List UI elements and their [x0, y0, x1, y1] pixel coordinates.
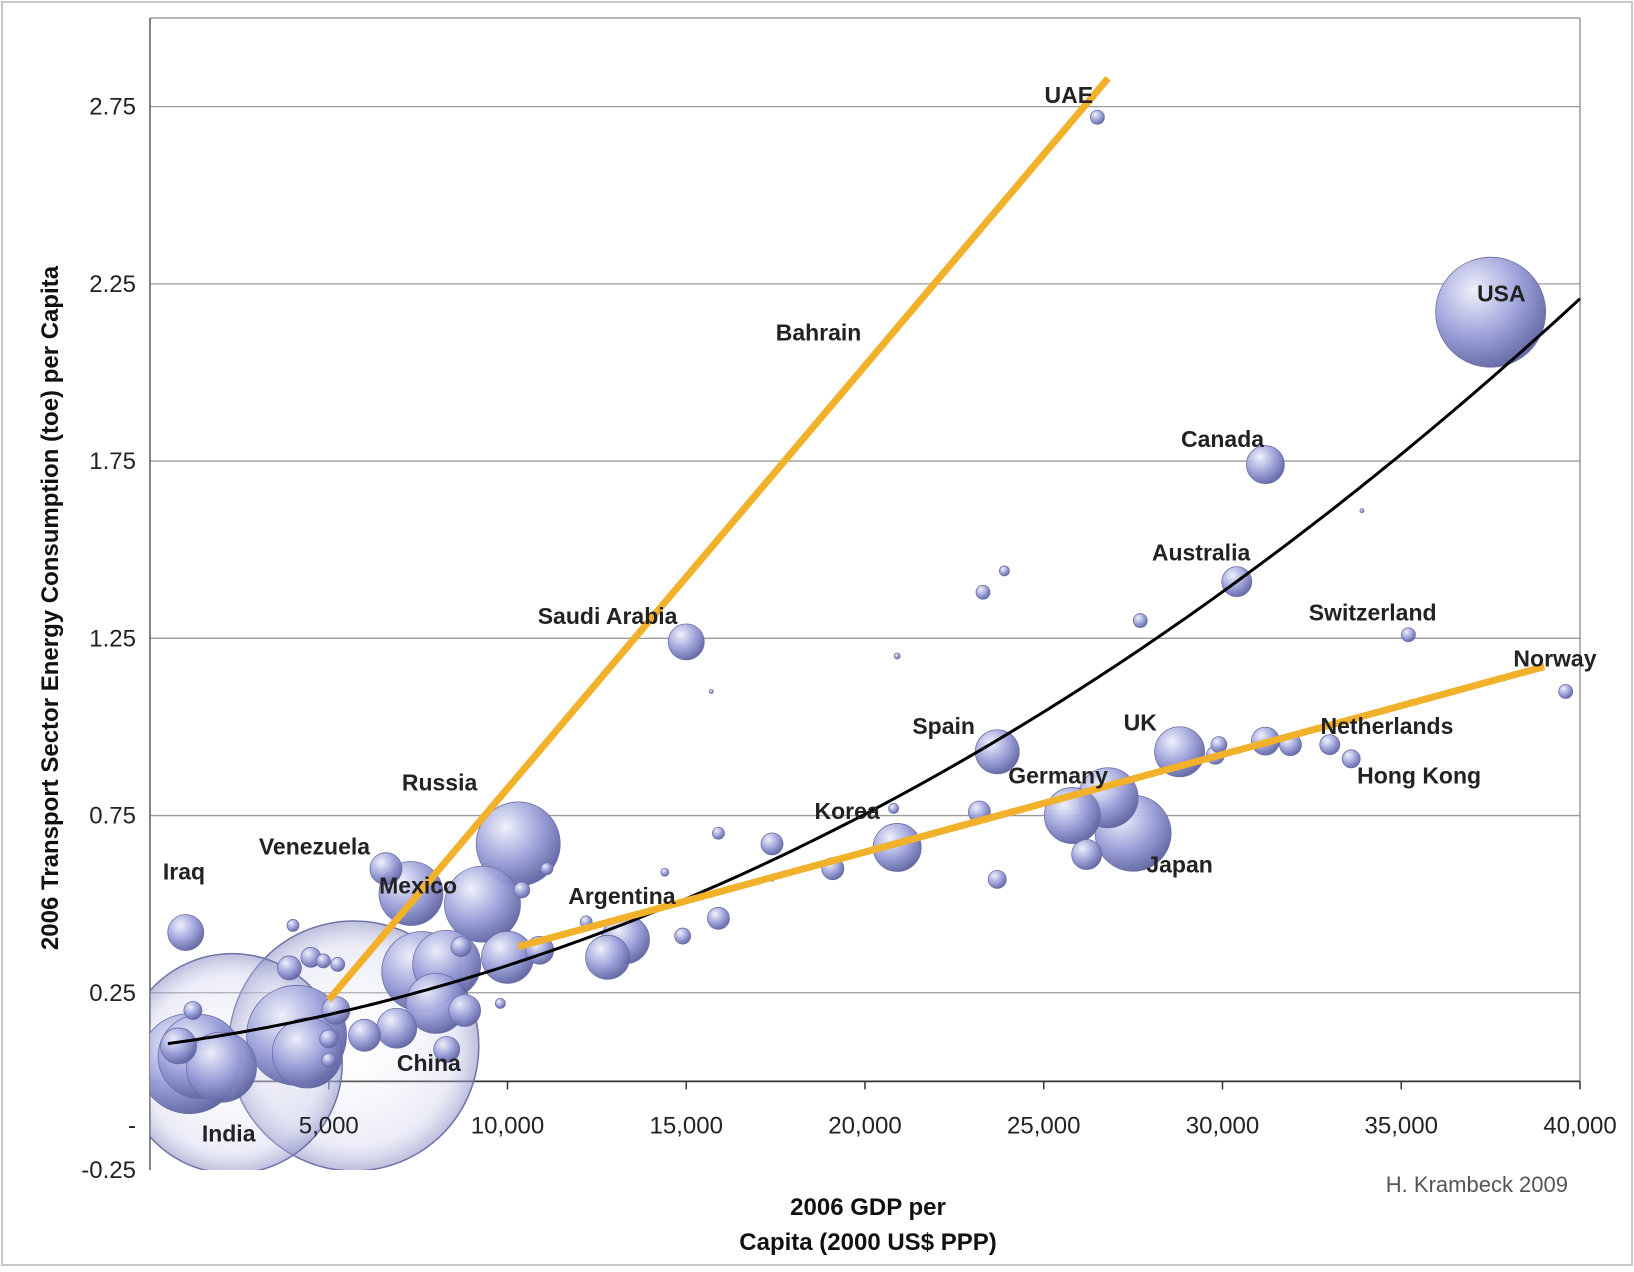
bubbles [150, 109, 1574, 1170]
bubble-point [376, 1007, 418, 1049]
bubble-point [450, 936, 472, 958]
bubble-point [330, 957, 346, 972]
bubble-point [1089, 109, 1105, 125]
bubble-point [433, 1036, 461, 1063]
x-axis-title-line-2: Capita (2000 US$ PPP) [739, 1229, 996, 1256]
x-tick-label: 15,000 [650, 1112, 723, 1139]
bubble-point [448, 994, 482, 1027]
trend-segment-orange [326, 75, 1111, 1003]
bubble-point [1246, 445, 1285, 485]
country-label: Japan [1146, 851, 1212, 877]
x-axis-title-line-1: 2006 GDP per [790, 1194, 946, 1221]
bubble-point [1341, 749, 1361, 769]
x-tick-label: 40,000 [1543, 1112, 1616, 1139]
bubble-point [186, 1031, 257, 1103]
x-tick-label: 25,000 [1007, 1112, 1080, 1139]
country-label: UK [1124, 709, 1158, 735]
bubble-point [585, 934, 630, 980]
country-label: Norway [1513, 646, 1596, 672]
country-label: Saudi Arabia [538, 603, 678, 629]
country-label: Iraq [163, 858, 205, 884]
bubble-point [712, 826, 725, 840]
bubble-point [321, 1052, 337, 1068]
credit-text: H. Krambeck 2009 [1386, 1172, 1568, 1197]
bubble-point [494, 998, 506, 1009]
bubble-point [893, 652, 901, 660]
bubble-point [707, 906, 730, 930]
x-tick-label: 10,000 [471, 1112, 544, 1139]
country-label: Korea [815, 798, 880, 824]
tick-labels: 5,000 10,000 15,000 20,000 25,000 30,000 35,00… [81, 94, 1616, 1184]
bubble-point [760, 832, 784, 856]
bubble-point [540, 862, 554, 876]
bubble-point [315, 953, 331, 969]
trend-segment-orange [517, 663, 1546, 951]
country-label: Argentina [568, 883, 676, 909]
country-label: Switzerland [1309, 600, 1437, 626]
bubble-point [319, 1029, 339, 1049]
y-tick-label: 1.25 [89, 625, 136, 652]
y-tick-label: 0.25 [89, 980, 136, 1007]
trend-curve-black [167, 297, 1582, 1046]
country-label: Russia [402, 770, 478, 796]
country-label: Canada [1181, 426, 1264, 452]
country-label: USA [1477, 281, 1526, 307]
y-tick-label: - [128, 1112, 136, 1139]
bubble-point [167, 914, 205, 951]
country-label: Australia [1152, 539, 1251, 565]
country-label: Bahrain [776, 320, 862, 346]
country-label: Spain [912, 713, 975, 739]
bubble-point [369, 852, 403, 886]
country-label: Mexico [379, 873, 457, 899]
x-tick-label: 20,000 [828, 1112, 901, 1139]
x-tick-label: 5,000 [299, 1112, 359, 1139]
bubble-point [1401, 627, 1416, 643]
bubble-point [1435, 256, 1547, 368]
country-label: Netherlands [1320, 713, 1453, 739]
bubble-point [286, 919, 300, 932]
bubble-point [1071, 839, 1103, 870]
bubble-point [160, 1027, 198, 1065]
y-tick-label: 2.75 [89, 94, 136, 121]
trend-lines [167, 75, 1582, 1046]
bubble-point [513, 881, 531, 899]
bubble-point [183, 1001, 203, 1020]
bubble-point [660, 867, 670, 877]
bubble-point [999, 565, 1010, 577]
country-label: Hong Kong [1357, 763, 1481, 789]
y-tick-label: 1.75 [89, 448, 136, 475]
bubble-point [1359, 508, 1365, 514]
bubble-point [271, 1017, 343, 1089]
y-tick-label: 0.75 [89, 803, 136, 830]
bubble-point [987, 869, 1007, 889]
bubble-point [1319, 734, 1341, 756]
y-tick-label: 2.25 [89, 271, 136, 298]
bubble-point [481, 930, 534, 984]
x-tick-label: 35,000 [1365, 1112, 1438, 1139]
y-tick-label: -0.25 [81, 1157, 136, 1184]
country-label: Venezuela [259, 834, 370, 860]
bubble-point [1132, 613, 1148, 628]
bubble-point [1210, 736, 1228, 754]
country-label: Germany [1008, 763, 1108, 789]
bubble-point [348, 1018, 381, 1052]
bubble-point [708, 689, 714, 694]
bubble-point [444, 865, 521, 943]
country-label: China [397, 1050, 461, 1076]
bubble-point [674, 927, 692, 945]
bubble-point [1558, 684, 1574, 699]
country-label: UAE [1044, 82, 1093, 108]
bubble-point [888, 803, 899, 814]
point-labels: UAE Bahrain USA Canada Australia Switzerland S… [163, 82, 1597, 1147]
y-axis-title: 2006 Transport Sector Energy Consumption… [37, 265, 64, 950]
bubble-point [667, 623, 705, 661]
country-label: India [202, 1121, 256, 1147]
bubble-point [975, 584, 991, 600]
bubble-point [277, 955, 302, 981]
x-tick-label: 30,000 [1186, 1112, 1259, 1139]
